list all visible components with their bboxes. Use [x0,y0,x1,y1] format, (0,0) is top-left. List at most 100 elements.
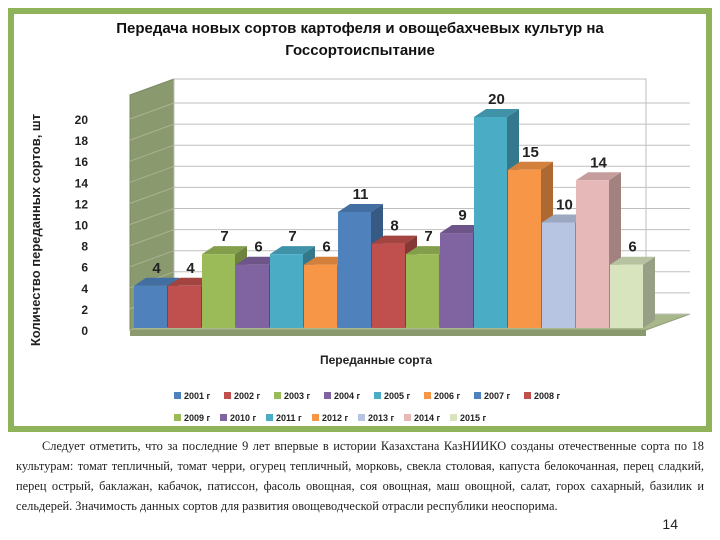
legend-item: 2012 г [322,413,349,423]
bar-top [304,256,349,265]
y-tick-label: 12 [75,197,89,211]
legend-item: 2010 г [230,413,257,423]
y-tick-label: 0 [81,324,88,338]
data-label: 11 [353,186,369,203]
gridline-side [129,229,175,247]
data-label: 7 [424,228,432,245]
bar [440,233,473,328]
data-label: 7 [220,228,228,245]
chart-title: Передача новых сортов картофеля и овощеб… [116,20,604,37]
bar [202,254,235,328]
floor-edge [130,330,646,336]
legend-swatch [224,392,231,399]
caption-text: Следует отметить, что за последние 9 лет… [16,439,704,513]
data-label: 4 [186,260,195,277]
legend-item: 2007 г [484,391,511,401]
data-label: 7 [288,228,296,245]
bar-top [576,172,621,181]
y-tick-label: 18 [75,134,89,148]
y-tick-label: 2 [81,303,88,317]
bar [542,222,575,328]
bar-top [338,203,383,212]
y-axis-label: Количество переданных сортов, шт [28,114,43,346]
bar [576,180,609,328]
legend-swatch [266,414,273,421]
legend-swatch [524,392,531,399]
bar-top [508,161,553,170]
legend-swatch [324,392,331,399]
legend-swatch [174,392,181,399]
bar-top [474,109,519,117]
bar [610,264,643,328]
data-label: 14 [590,154,607,171]
bar-side [643,256,655,328]
y-tick-label: 16 [75,155,89,169]
bar-chart: Передача новых сортов картофеля и овощеб… [28,20,691,423]
legend-item: 2015 г [460,413,487,423]
x-axis-label: Переданные сорта [320,353,432,367]
y-tick-label: 10 [75,219,89,233]
bar-top [202,246,247,255]
bar-top [270,246,315,255]
bar [304,264,337,328]
bar [270,254,303,328]
legend-swatch [424,392,431,399]
bar [134,285,167,328]
legend-item: 2004 г [334,391,361,401]
legend-swatch [174,414,181,421]
data-label: 15 [522,144,539,161]
legend-swatch [220,414,227,421]
bar [474,117,507,328]
legend-item: 2014 г [414,413,441,423]
bar-top [134,277,179,286]
legend-item: 2002 г [234,391,261,401]
bar [372,243,405,328]
bar-top [610,256,655,265]
legend-item: 2005 г [384,391,411,401]
data-label: 9 [458,207,466,224]
legend-item: 2011 г [276,413,302,423]
legend-item: 2001 г [184,391,211,401]
legend-swatch [450,414,457,421]
legend-swatch [404,414,411,421]
bar-top [236,256,281,265]
y-tick-label: 20 [75,113,89,127]
bar-top [542,214,587,223]
gridline-side [129,102,175,120]
legend-swatch [274,392,281,399]
legend-item: 2013 г [368,413,395,423]
data-label: 20 [488,91,505,108]
bar [236,264,269,328]
page-number: 14 [662,516,678,532]
bar [168,285,201,328]
y-tick-label: 6 [81,261,88,275]
data-label: 6 [322,239,330,256]
bar-top [406,246,451,255]
data-label: 6 [254,239,262,256]
bar-top [440,225,485,234]
gridline-side [129,144,175,162]
gridline-side [129,208,175,225]
data-label: 6 [628,239,636,256]
gridline-side [129,123,175,141]
legend-swatch [474,392,481,399]
legend-swatch [374,392,381,399]
gridline-side [129,250,175,268]
y-tick-label: 8 [81,240,88,254]
data-label: 8 [390,218,398,235]
bar [508,169,541,328]
data-label: 10 [556,197,573,214]
legend-item: 2008 г [534,391,561,401]
y-tick-label: 14 [75,176,89,190]
bar [338,211,371,328]
bar-top [168,277,213,286]
chart-title-line-2: Госсортоиспытание [285,42,435,59]
legend-swatch [358,414,365,421]
y-tick-label: 4 [81,282,88,296]
gridline-side [129,186,175,204]
bar-top [372,235,417,244]
bar [406,254,439,328]
legend-item: 2009 г [184,413,211,423]
legend-swatch [312,414,319,421]
data-label: 4 [152,260,161,277]
